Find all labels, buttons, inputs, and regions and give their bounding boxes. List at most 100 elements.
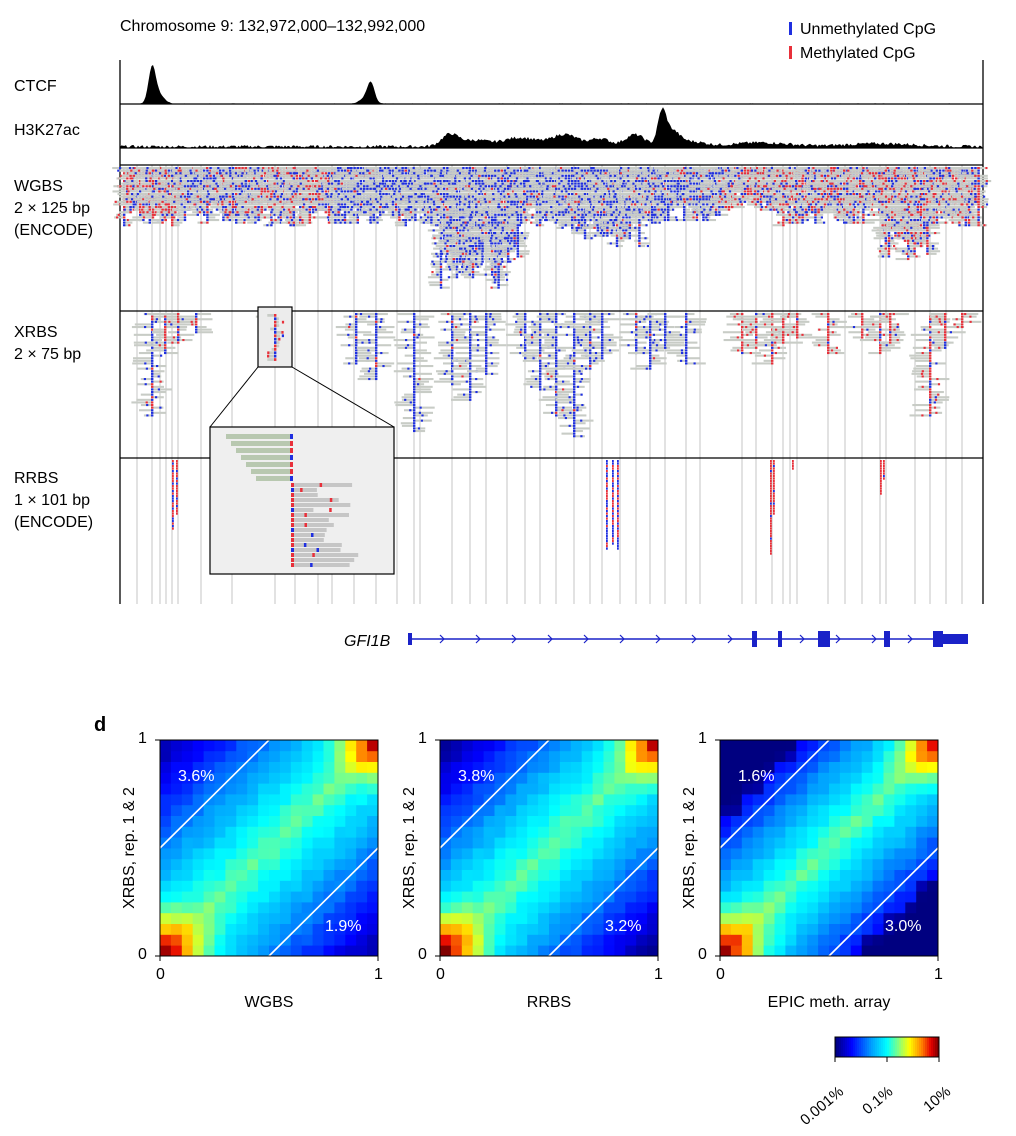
cpg-call [439,265,443,268]
cpg-call [295,190,298,193]
cpg-call [190,180,193,183]
read [299,211,310,214]
cpg-call [139,206,142,209]
cpg-call [196,180,199,183]
read [281,216,288,219]
cpg-call [414,193,417,196]
cpg-call [225,195,228,198]
cpg-call [253,177,256,180]
cpg-call [369,187,372,190]
cpg-call [417,187,420,190]
cpg-call [436,273,439,276]
read [159,193,169,196]
read [123,167,134,170]
read [236,169,249,172]
read [276,203,284,206]
cpg-call [189,187,192,190]
cpg-call [266,185,269,188]
cpg-call [225,172,228,175]
cpg-call [126,190,129,193]
cpg-call [430,219,433,222]
read [140,180,147,183]
cpg-call [308,198,311,201]
cpg-call [199,182,202,185]
cpg-call [384,167,387,170]
cpg-call [256,182,259,185]
read [287,219,300,222]
cpg-call [382,193,385,196]
cpg-call [128,167,132,170]
cpg-call [241,172,244,175]
cpg-call [206,208,209,211]
cpg-call [343,206,347,209]
region-title: Chromosome 9: 132,972,000–132,992,000 [120,18,426,35]
cpg-call [269,198,272,201]
cpg-call [222,219,225,222]
read [150,193,163,196]
cpg-call [189,169,192,172]
cpg-call [290,200,293,203]
read [119,169,128,172]
cpg-call [439,281,443,284]
read [128,219,140,222]
cpg-call [148,185,151,188]
cpg-call [260,187,263,190]
read [208,195,220,198]
cpg-call [266,224,269,227]
cpg-call [193,180,196,183]
cpg-call [247,211,250,214]
read [278,182,284,185]
cpg-call [379,182,382,185]
cpg-call [199,180,203,183]
read [223,219,234,222]
read [129,182,140,185]
cpg-call [228,167,231,170]
cpg-call [343,216,347,219]
read [267,203,275,206]
read [380,213,393,216]
cpg-call [317,195,320,198]
read [345,177,352,180]
read [203,172,211,175]
read [348,174,361,177]
cpg-call [167,185,171,188]
cpg-call [235,187,238,190]
read [403,193,416,196]
cpg-call [343,190,347,193]
cpg-call [287,172,291,175]
cpg-call [131,193,134,196]
read [358,177,371,180]
cpg-call [442,167,445,170]
cpg-call [400,198,403,201]
read [147,211,153,214]
read [137,167,150,170]
read [384,208,396,211]
cpg-call [354,190,357,193]
read [152,221,163,224]
cpg-call [203,169,206,172]
read [283,203,294,206]
read [414,167,422,170]
cpg-call [436,180,439,183]
read [361,198,374,201]
legend-unmethylated-swatch [789,22,792,35]
cpg-call [434,169,437,172]
read [154,185,166,188]
cpg-call [263,187,267,190]
cpg-call [359,180,363,183]
cpg-call [314,167,317,170]
cpg-call [247,185,251,188]
cpg-call [342,206,345,209]
read [304,174,316,177]
read [121,174,131,177]
cpg-call [247,208,251,211]
cpg-call [306,169,309,172]
read [432,234,444,237]
read [361,195,374,198]
cpg-call [209,169,212,172]
cpg-call [414,213,417,216]
read [245,190,252,193]
read [204,193,217,196]
cpg-call [254,216,257,219]
cpg-call [369,177,372,180]
